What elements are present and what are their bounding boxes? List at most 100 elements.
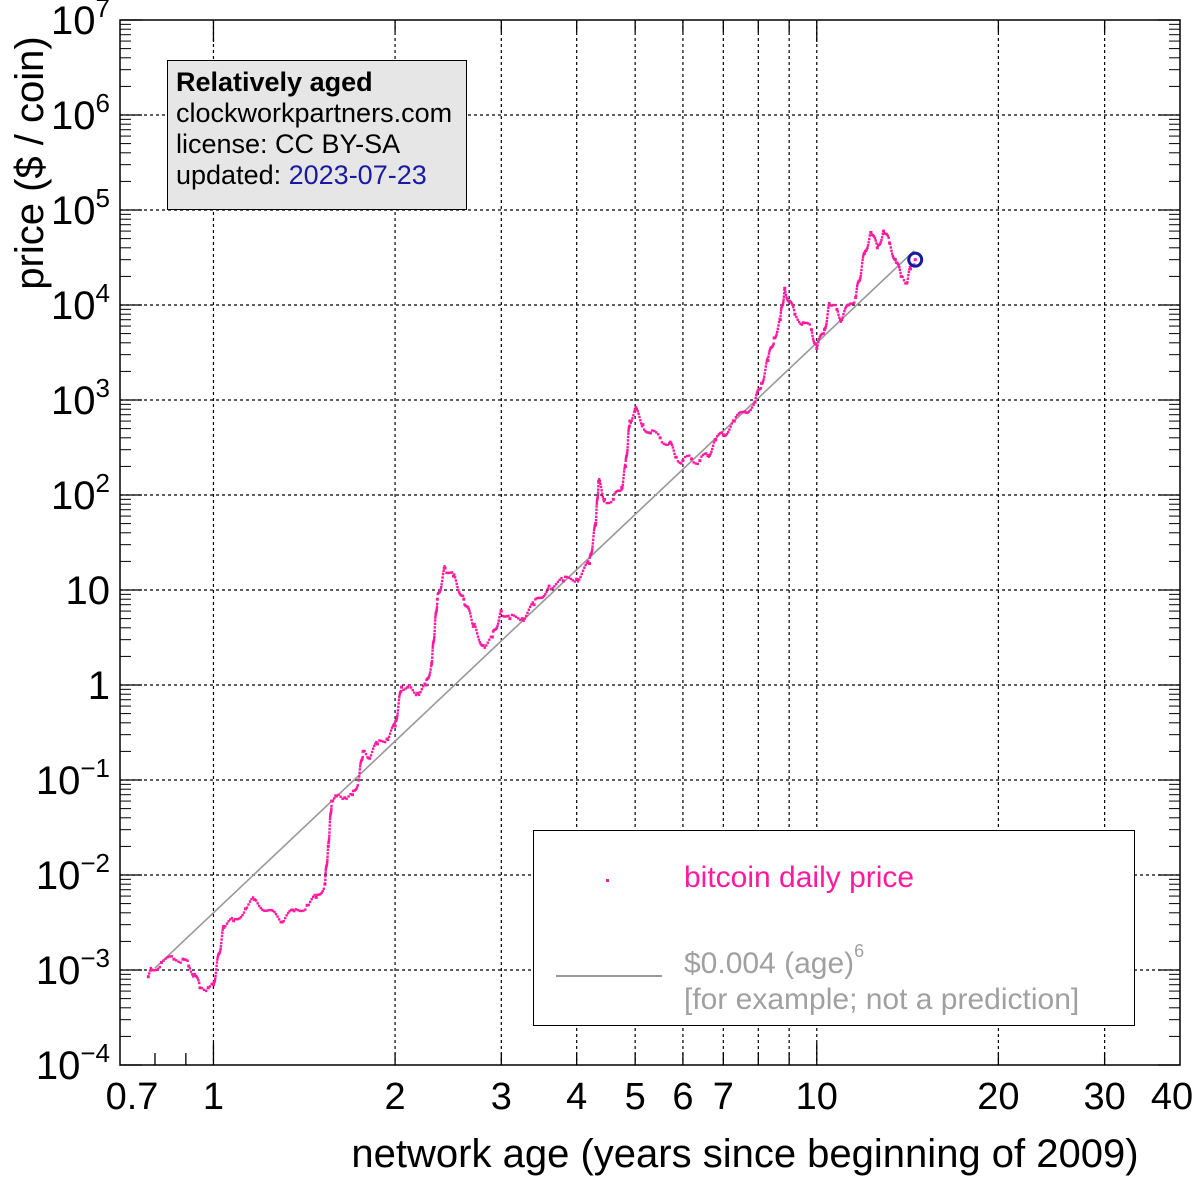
- price-point: [868, 234, 872, 237]
- price-point: [256, 902, 259, 905]
- price-point: [692, 461, 695, 464]
- price-point: [434, 619, 437, 622]
- price-point: [439, 585, 443, 589]
- price-point: [239, 915, 243, 919]
- price-point: [326, 848, 330, 851]
- price-point: [666, 443, 669, 447]
- price-point: [470, 618, 473, 622]
- price-point: [324, 867, 328, 870]
- price-point: [221, 928, 224, 932]
- price-point: [411, 688, 414, 692]
- price-point: [653, 429, 656, 433]
- price-point: [232, 919, 236, 923]
- price-point: [827, 301, 831, 305]
- price-point: [327, 840, 331, 843]
- price-point: [432, 639, 436, 642]
- price-point: [711, 447, 714, 451]
- price-point: [490, 635, 494, 639]
- price-point: [621, 486, 624, 489]
- price-point: [739, 411, 742, 414]
- price-point: [440, 583, 443, 586]
- price-point: [595, 500, 599, 503]
- price-point: [913, 258, 917, 262]
- x-tick-label: 0.7: [106, 1076, 159, 1118]
- price-point: [378, 739, 381, 742]
- price-point: [210, 982, 213, 986]
- price-point: [837, 313, 840, 316]
- price-point: [767, 352, 771, 355]
- price-point: [584, 563, 587, 567]
- price-point: [776, 330, 779, 334]
- price-point: [889, 246, 893, 249]
- price-point: [595, 515, 598, 519]
- price-point: [224, 925, 227, 928]
- price-point: [292, 909, 296, 913]
- price-point: [727, 430, 730, 434]
- price-point: [473, 622, 476, 626]
- price-point: [808, 323, 812, 326]
- price-point: [431, 644, 435, 647]
- price-point: [658, 436, 662, 440]
- price-point: [725, 432, 729, 436]
- price-point: [899, 271, 902, 275]
- price-point: [628, 424, 631, 427]
- price-point: [858, 278, 862, 281]
- price-point: [777, 320, 781, 324]
- price-point: [431, 652, 434, 656]
- price-point: [215, 968, 218, 971]
- price-point: [420, 688, 423, 691]
- price-point: [164, 957, 167, 960]
- info-site: clockworkpartners.com: [176, 98, 453, 128]
- price-point: [553, 585, 556, 588]
- price-point: [709, 452, 712, 456]
- x-tick-label: 20: [977, 1076, 1019, 1118]
- price-point: [208, 985, 212, 988]
- price-point: [859, 277, 862, 280]
- price-point: [324, 869, 327, 872]
- price-point: [286, 911, 290, 915]
- legend-item-powerlaw: $0.004 (age)6: [684, 941, 864, 981]
- price-point: [626, 446, 629, 449]
- price-point: [631, 417, 634, 420]
- legend-powerlaw-text: $0.004 (age): [684, 947, 855, 980]
- price-point: [327, 839, 331, 842]
- price-point: [146, 975, 150, 979]
- price-point: [264, 909, 267, 913]
- price-point: [227, 920, 230, 923]
- price-point: [824, 326, 827, 329]
- price-point: [369, 754, 373, 757]
- price-point: [771, 344, 775, 347]
- price-point: [782, 300, 785, 304]
- x-tick-label: 40: [1151, 1076, 1193, 1118]
- price-point: [634, 406, 638, 409]
- price-point: [841, 316, 844, 319]
- price-point: [497, 619, 500, 622]
- price-point: [396, 714, 399, 718]
- price-point: [393, 724, 397, 728]
- price-point: [314, 895, 318, 899]
- y-tick-label: 1: [88, 664, 110, 708]
- price-point: [510, 613, 514, 617]
- price-point: [148, 969, 152, 972]
- price-point: [639, 422, 643, 425]
- price-point: [298, 909, 301, 912]
- price-point: [779, 311, 783, 314]
- price-point: [556, 580, 560, 584]
- price-point: [863, 251, 867, 255]
- price-point: [599, 485, 603, 489]
- price-point: [622, 470, 626, 473]
- legend-item-note: [for example; not a prediction]: [684, 983, 1080, 1016]
- price-point: [430, 663, 434, 666]
- price-point: [598, 479, 602, 483]
- price-point: [746, 411, 749, 414]
- price-point: [840, 318, 844, 322]
- price-point: [782, 292, 786, 295]
- price-point: [891, 254, 894, 258]
- price-point: [537, 596, 541, 600]
- price-point: [749, 408, 752, 412]
- price-point: [545, 590, 548, 593]
- price-point: [527, 608, 531, 611]
- price-point: [395, 716, 399, 720]
- price-point: [327, 837, 331, 840]
- legend-line-symbol: [556, 975, 662, 977]
